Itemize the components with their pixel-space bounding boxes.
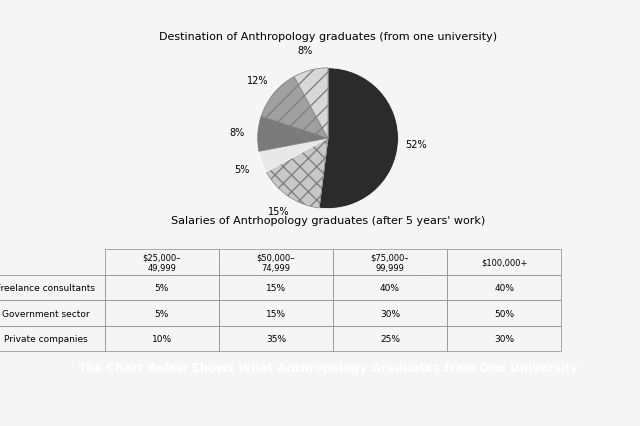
Title: Destination of Anthropology graduates (from one university): Destination of Anthropology graduates (f… — [159, 32, 497, 42]
Title: Salaries of Antrhopology graduates (after 5 years' work): Salaries of Antrhopology graduates (afte… — [171, 216, 485, 225]
Text: 5%: 5% — [234, 165, 250, 175]
Text: 8%: 8% — [298, 46, 313, 55]
Legend: Full-time work, Part-time work, Part-time work + postgrad study, Full-time postg: Full-time work, Part-time work, Part-tim… — [164, 251, 492, 279]
Wedge shape — [266, 139, 328, 208]
Text: 15%: 15% — [268, 207, 289, 216]
Wedge shape — [319, 69, 398, 209]
Text: 12%: 12% — [247, 76, 268, 86]
Wedge shape — [258, 117, 328, 152]
Wedge shape — [259, 139, 328, 173]
Text: The Chart Below Shows What Anthropology Graduates from One University: The Chart Below Shows What Anthropology … — [78, 362, 578, 374]
Text: 8%: 8% — [229, 128, 244, 138]
Wedge shape — [294, 69, 328, 139]
Wedge shape — [261, 78, 328, 139]
Text: 52%: 52% — [405, 139, 427, 150]
